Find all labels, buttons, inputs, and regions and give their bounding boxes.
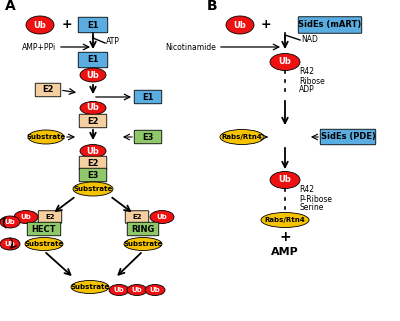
FancyBboxPatch shape <box>79 114 107 128</box>
Text: E1: E1 <box>87 56 99 65</box>
FancyBboxPatch shape <box>320 129 376 145</box>
Ellipse shape <box>124 238 162 250</box>
FancyBboxPatch shape <box>27 222 61 236</box>
Text: ATP: ATP <box>106 38 120 47</box>
FancyBboxPatch shape <box>38 211 62 223</box>
Text: R42: R42 <box>299 67 314 76</box>
Text: Ub: Ub <box>279 176 291 185</box>
Text: Ub: Ub <box>5 241 15 247</box>
Ellipse shape <box>80 144 106 158</box>
Ellipse shape <box>28 130 64 144</box>
Ellipse shape <box>145 284 165 296</box>
Text: Ub: Ub <box>87 71 99 80</box>
Ellipse shape <box>26 16 54 34</box>
Ellipse shape <box>14 211 38 223</box>
Text: +: + <box>279 230 291 244</box>
FancyBboxPatch shape <box>78 17 108 33</box>
Text: Substrate: Substrate <box>73 186 113 192</box>
Ellipse shape <box>80 68 106 82</box>
FancyBboxPatch shape <box>134 130 162 144</box>
Text: E2: E2 <box>87 117 99 126</box>
FancyBboxPatch shape <box>298 17 362 33</box>
Text: NAD: NAD <box>301 36 318 45</box>
Text: RING: RING <box>131 224 155 233</box>
Text: HECT: HECT <box>32 224 56 233</box>
FancyBboxPatch shape <box>79 156 107 170</box>
Text: Rabs/Rtn4: Rabs/Rtn4 <box>222 134 262 140</box>
Text: ADP: ADP <box>299 85 315 94</box>
Text: Ribose: Ribose <box>299 76 325 85</box>
Ellipse shape <box>226 16 254 34</box>
Text: +: + <box>261 19 271 31</box>
Ellipse shape <box>0 216 20 228</box>
FancyBboxPatch shape <box>125 211 149 223</box>
Text: A: A <box>5 0 16 13</box>
FancyBboxPatch shape <box>78 52 108 68</box>
Ellipse shape <box>270 171 300 188</box>
FancyBboxPatch shape <box>79 168 107 182</box>
Text: Ub: Ub <box>5 219 15 225</box>
Text: Ub: Ub <box>87 146 99 155</box>
Ellipse shape <box>150 211 174 223</box>
FancyBboxPatch shape <box>35 83 61 97</box>
Text: SidEs (mART): SidEs (mART) <box>298 21 362 30</box>
Ellipse shape <box>127 284 147 296</box>
Ellipse shape <box>261 213 309 228</box>
Text: Ub: Ub <box>157 214 167 220</box>
Text: E2: E2 <box>132 214 142 220</box>
Text: E3: E3 <box>142 133 154 142</box>
Ellipse shape <box>0 238 20 250</box>
Text: Ub: Ub <box>21 214 31 220</box>
Ellipse shape <box>73 182 113 196</box>
Text: Serine: Serine <box>299 204 323 213</box>
Text: Ub: Ub <box>150 287 160 293</box>
Ellipse shape <box>270 54 300 71</box>
Ellipse shape <box>80 101 106 115</box>
Text: Substrate: Substrate <box>24 241 64 247</box>
Text: Substrate: Substrate <box>26 134 66 140</box>
Text: Ub: Ub <box>114 287 124 293</box>
Text: E1: E1 <box>87 21 99 30</box>
Text: E2: E2 <box>45 214 55 220</box>
Text: R42: R42 <box>299 186 314 195</box>
Text: E2: E2 <box>87 159 99 168</box>
Text: Substrate: Substrate <box>123 241 163 247</box>
Text: AMP+PPi: AMP+PPi <box>22 42 56 51</box>
Ellipse shape <box>71 281 109 293</box>
Text: Ub: Ub <box>234 21 246 30</box>
Ellipse shape <box>109 284 129 296</box>
Text: E3: E3 <box>87 170 99 179</box>
FancyBboxPatch shape <box>134 90 162 104</box>
Text: Ub: Ub <box>34 21 46 30</box>
FancyBboxPatch shape <box>127 222 159 236</box>
Ellipse shape <box>25 238 63 250</box>
Text: Rabs/Rtn4: Rabs/Rtn4 <box>265 217 305 223</box>
Text: Ub: Ub <box>279 57 291 66</box>
Text: Ub: Ub <box>132 287 142 293</box>
Ellipse shape <box>220 129 264 144</box>
Text: +: + <box>62 19 72 31</box>
Text: SidEs (PDE): SidEs (PDE) <box>320 133 376 142</box>
Text: P-Ribose: P-Ribose <box>299 195 332 204</box>
Text: Ub: Ub <box>87 103 99 112</box>
Text: E2: E2 <box>42 85 54 94</box>
Text: AMP: AMP <box>271 247 299 257</box>
Text: Substrate: Substrate <box>70 284 110 290</box>
Text: B: B <box>207 0 218 13</box>
Text: Nicotinamide: Nicotinamide <box>165 42 216 51</box>
Text: E1: E1 <box>142 92 154 101</box>
